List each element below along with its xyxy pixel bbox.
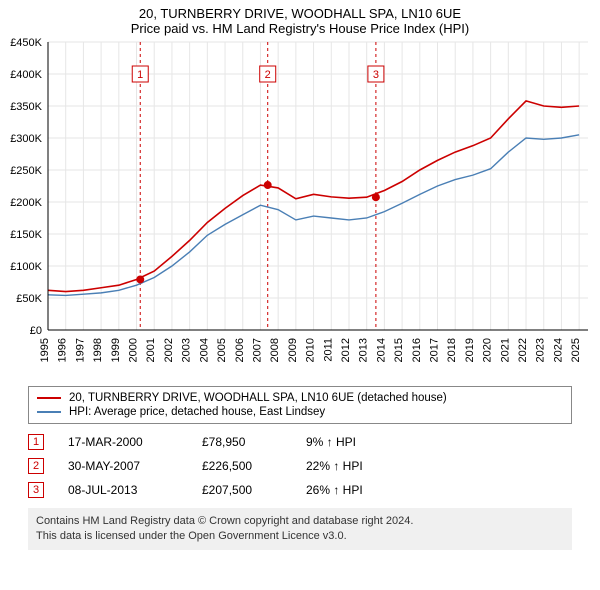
svg-text:2002: 2002 <box>163 338 175 362</box>
chart-container: 20, TURNBERRY DRIVE, WOODHALL SPA, LN10 … <box>0 0 600 550</box>
svg-text:2024: 2024 <box>552 338 564 362</box>
svg-text:1: 1 <box>137 69 143 81</box>
sale-row: 3 08-JUL-2013 £207,500 26% ↑ HPI <box>28 478 572 502</box>
svg-text:2017: 2017 <box>429 338 441 362</box>
sale-pct-vs-hpi: 22% ↑ HPI <box>306 459 406 473</box>
footer-line1: Contains HM Land Registry data © Crown c… <box>36 514 564 529</box>
sale-date: 08-JUL-2013 <box>68 483 178 497</box>
svg-text:£0: £0 <box>30 325 42 337</box>
sale-row: 2 30-MAY-2007 £226,500 22% ↑ HPI <box>28 454 572 478</box>
svg-text:2001: 2001 <box>145 338 157 362</box>
footer-line2: This data is licensed under the Open Gov… <box>36 529 564 544</box>
svg-text:2006: 2006 <box>234 338 246 362</box>
svg-text:2: 2 <box>265 69 271 81</box>
footer-attribution: Contains HM Land Registry data © Crown c… <box>28 508 572 550</box>
svg-text:£100K: £100K <box>10 261 42 273</box>
svg-text:1998: 1998 <box>92 338 104 362</box>
sale-price: £78,950 <box>202 435 282 449</box>
svg-text:2018: 2018 <box>446 338 458 362</box>
svg-text:2005: 2005 <box>216 338 228 362</box>
svg-text:1995: 1995 <box>39 338 51 362</box>
legend-box: 20, TURNBERRY DRIVE, WOODHALL SPA, LN10 … <box>28 386 572 424</box>
sale-marker-box: 1 <box>28 434 44 450</box>
legend-item: HPI: Average price, detached house, East… <box>37 405 563 419</box>
sale-pct-vs-hpi: 9% ↑ HPI <box>306 435 406 449</box>
sale-marker-box: 3 <box>28 482 44 498</box>
sales-table: 1 17-MAR-2000 £78,950 9% ↑ HPI 2 30-MAY-2007 £… <box>28 430 572 502</box>
svg-text:2009: 2009 <box>287 338 299 362</box>
svg-text:£150K: £150K <box>10 229 42 241</box>
svg-text:2000: 2000 <box>128 338 140 362</box>
svg-text:£50K: £50K <box>16 293 42 305</box>
sale-row: 1 17-MAR-2000 £78,950 9% ↑ HPI <box>28 430 572 454</box>
svg-text:2011: 2011 <box>322 338 334 362</box>
svg-text:2003: 2003 <box>181 338 193 362</box>
svg-text:1997: 1997 <box>74 338 86 362</box>
line-chart-svg: £0 £50K £100K £150K £200K £250K £300K £350K £400… <box>0 38 600 378</box>
svg-text:2025: 2025 <box>570 338 582 362</box>
svg-text:£250K: £250K <box>10 165 42 177</box>
svg-text:£300K: £300K <box>10 133 42 145</box>
svg-text:2023: 2023 <box>535 338 547 362</box>
svg-text:2015: 2015 <box>393 338 405 362</box>
sale-date: 30-MAY-2007 <box>68 459 178 473</box>
svg-text:£350K: £350K <box>10 101 42 113</box>
svg-text:2012: 2012 <box>340 338 352 362</box>
svg-text:2016: 2016 <box>411 338 423 362</box>
sale-date: 17-MAR-2000 <box>68 435 178 449</box>
svg-text:1999: 1999 <box>110 338 122 362</box>
svg-text:3: 3 <box>373 69 379 81</box>
svg-text:2019: 2019 <box>464 338 476 362</box>
sale-price: £207,500 <box>202 483 282 497</box>
svg-text:2021: 2021 <box>499 338 511 362</box>
sale-marker-box: 2 <box>28 458 44 474</box>
svg-text:2013: 2013 <box>358 338 370 362</box>
sale-pct-vs-hpi: 26% ↑ HPI <box>306 483 406 497</box>
svg-text:1996: 1996 <box>57 338 69 362</box>
sale-price: £226,500 <box>202 459 282 473</box>
title-address: 20, TURNBERRY DRIVE, WOODHALL SPA, LN10 … <box>0 6 600 21</box>
svg-text:2008: 2008 <box>269 338 281 362</box>
legend-swatch <box>37 397 61 399</box>
title-subtitle: Price paid vs. HM Land Registry's House … <box>0 21 600 36</box>
svg-text:£400K: £400K <box>10 69 42 81</box>
svg-text:2010: 2010 <box>305 338 317 362</box>
svg-text:2020: 2020 <box>482 338 494 362</box>
svg-text:£450K: £450K <box>10 38 42 49</box>
svg-text:2022: 2022 <box>517 338 529 362</box>
legend-label: 20, TURNBERRY DRIVE, WOODHALL SPA, LN10 … <box>69 392 447 404</box>
titles-block: 20, TURNBERRY DRIVE, WOODHALL SPA, LN10 … <box>0 0 600 38</box>
svg-text:2004: 2004 <box>198 338 210 362</box>
svg-text:2014: 2014 <box>375 338 387 362</box>
legend-item: 20, TURNBERRY DRIVE, WOODHALL SPA, LN10 … <box>37 391 563 405</box>
svg-text:£200K: £200K <box>10 197 42 209</box>
svg-text:2007: 2007 <box>251 338 263 362</box>
legend-swatch <box>37 411 61 413</box>
legend-label: HPI: Average price, detached house, East… <box>69 406 325 418</box>
chart-area: £0 £50K £100K £150K £200K £250K £300K £350K £400… <box>0 38 600 378</box>
